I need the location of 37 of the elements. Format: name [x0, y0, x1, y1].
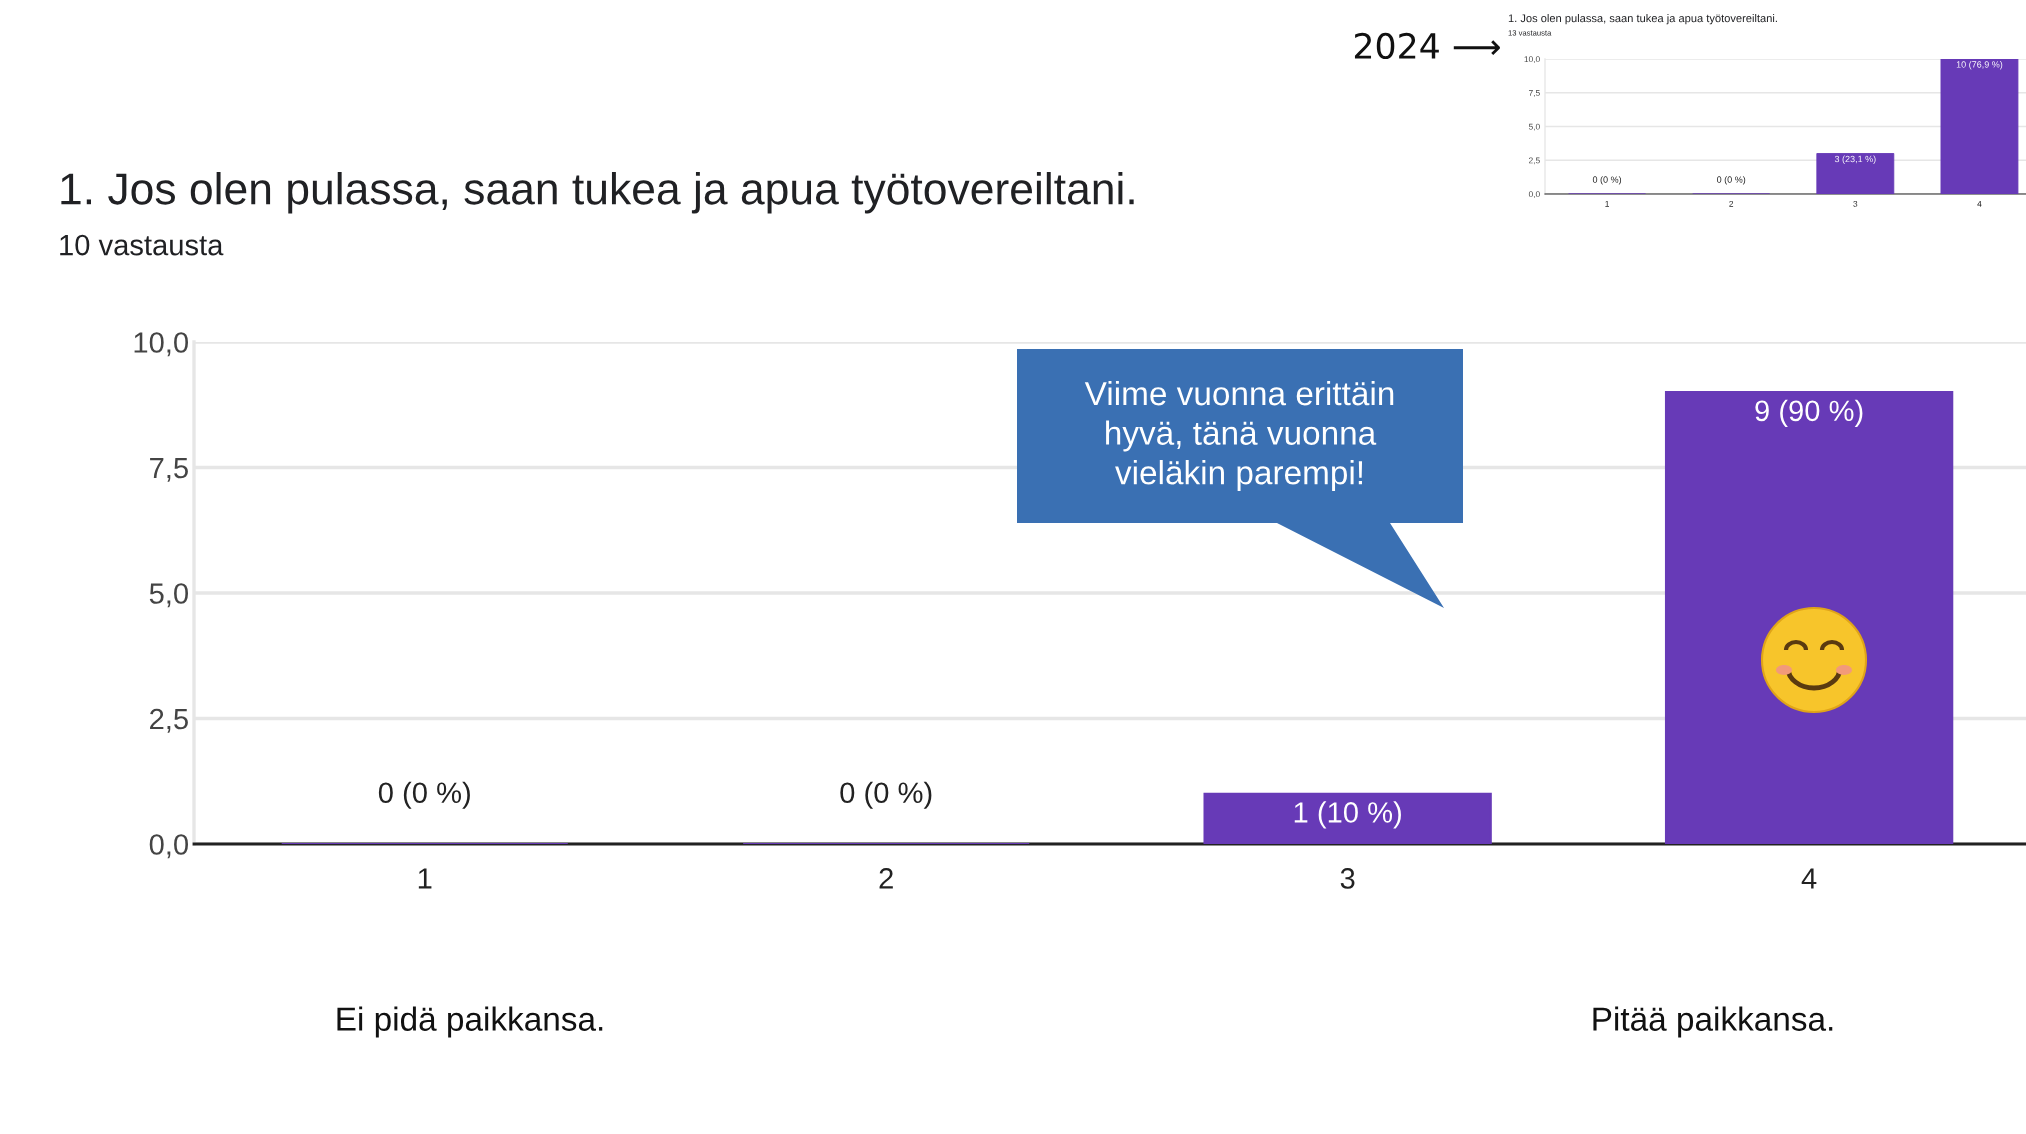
x-tick-label: 4: [1977, 200, 1982, 207]
x-tick-label: 4: [1801, 868, 1817, 889]
y-tick-label: 7,5: [150, 458, 188, 482]
data-label: 0 (0 %): [840, 781, 932, 809]
x-tick-label: 2: [1729, 200, 1734, 207]
x-tick-label: 3: [1340, 868, 1355, 889]
text: Pitää paikkansa.: [1593, 1006, 1833, 1038]
x-tick-label: 2: [879, 868, 893, 889]
chart-subtitle: 10 vastausta: [60, 234, 224, 256]
text: Ei pidä paikkansa.: [337, 1006, 603, 1038]
data-label: 10 (76,9 %): [1956, 61, 2003, 70]
y-tick-label: 2,5: [1528, 157, 1540, 165]
chart-title: 1. Jos olen pulassa, saan tukea ja apua työtovereiltani.: [61, 172, 1134, 214]
bar: [1816, 153, 1895, 194]
x-tick-label: 3: [1853, 200, 1858, 207]
y-tick-label: 10,0: [1524, 56, 1540, 64]
y-tick-label: 2,5: [150, 708, 188, 733]
data-label: 9 (90 %): [1755, 399, 1863, 427]
chart-title: 1. Jos olen pulassa, saan tukea ja apua työtovereiltani.: [1508, 14, 1777, 25]
data-label: 1 (10 %): [1294, 801, 1401, 829]
y-tick-label: 0,0: [149, 834, 188, 859]
data-label: 0 (0 %): [378, 781, 470, 809]
bar: [1203, 792, 1492, 844]
y-tick-label: 7,5: [1528, 90, 1540, 97]
y-tick-label: 5,0: [1528, 123, 1540, 131]
y-tick-label: 0,0: [1528, 191, 1540, 199]
x-tick-label: 1: [1605, 200, 1609, 207]
y-tick-label: 10,0: [134, 332, 188, 357]
y-tick-label: 5,0: [149, 583, 188, 608]
bar: [1940, 59, 2019, 194]
data-label: 0 (0 %): [1592, 176, 1622, 185]
data-label: 0 (0 %): [1717, 176, 1746, 185]
text: 2024 ⟶: [1354, 32, 1500, 60]
bar: [1664, 391, 1954, 844]
annotation: Viime vuonna erittäin hyvä, tänä vuonna vieläkin parempi!: [1084, 380, 1394, 492]
data-label: 3 (23,1 %): [1834, 155, 1876, 164]
x-tick-label: 1: [418, 868, 432, 889]
